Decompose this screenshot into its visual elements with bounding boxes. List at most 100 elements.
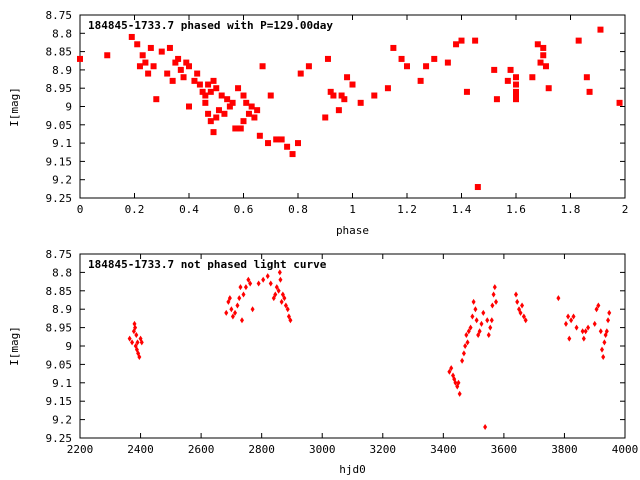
unphased-x-tick-label: 3800 <box>551 443 578 456</box>
unphased-data-point <box>481 309 486 316</box>
phased-data-point <box>158 48 165 55</box>
phased-data-point <box>341 96 348 103</box>
unphased-data-point <box>447 368 452 375</box>
phased-data-point <box>175 55 182 62</box>
phased-data-point <box>186 63 192 70</box>
phased-data-point <box>202 92 209 99</box>
phased-data-point <box>513 96 519 103</box>
phased-data-point <box>278 136 285 143</box>
unphased-data-point <box>556 295 561 302</box>
unphased-x-tick-label: 2800 <box>248 443 275 456</box>
phased-x-tick-label: 2 <box>622 203 629 216</box>
unphased-data-point <box>256 280 261 287</box>
unphased-data-point <box>127 335 132 342</box>
phased-data-point <box>240 92 247 99</box>
phased-data-point <box>542 63 549 70</box>
unphased-data-point <box>273 291 278 298</box>
phased-data-point <box>540 44 547 51</box>
phased-y-tick-label: 9.2 <box>52 174 72 187</box>
unphased-data-point <box>229 306 234 313</box>
phased-data-point <box>251 114 258 121</box>
unphased-data-point <box>466 328 471 335</box>
phased-data-point <box>453 41 460 48</box>
unphased-data-point <box>566 313 571 320</box>
phased-data-point <box>207 88 214 95</box>
phased-data-point <box>215 107 222 114</box>
phased-data-point <box>404 63 410 70</box>
phased-data-point <box>586 88 593 95</box>
phased-data-point <box>431 55 438 62</box>
unphased-data-point <box>265 273 270 280</box>
phased-data-point <box>357 99 364 106</box>
unphased-x-tick-label: 2200 <box>67 443 94 456</box>
phased-data-point <box>349 81 356 88</box>
unphased-data-point <box>604 328 609 335</box>
phased-x-tick-label: 1.8 <box>561 203 581 216</box>
unphased-data-point <box>599 346 604 353</box>
unphased-y-tick-label: 9.25 <box>46 432 73 445</box>
unphased-data-point <box>520 302 525 309</box>
unphased-data-point <box>133 324 138 331</box>
phased-x-axis-label: phase <box>336 224 369 237</box>
unphased-data-point <box>569 317 574 324</box>
phased-y-tick-label: 8.8 <box>52 27 72 40</box>
unphased-data-point <box>471 298 476 305</box>
unphased-data-point <box>574 324 579 331</box>
phased-data-point <box>147 44 154 51</box>
unphased-data-point <box>449 365 454 372</box>
unphased-data-point <box>468 324 473 331</box>
unphased-y-tick-label: 9 <box>65 340 72 353</box>
unphased-data-point <box>601 354 606 361</box>
phased-data-point <box>344 74 351 81</box>
phased-data-point <box>322 114 329 121</box>
unphased-data-point <box>248 280 253 287</box>
phased-data-point <box>205 110 212 117</box>
phased-x-tick-label: 1 <box>349 203 356 216</box>
unphased-data-point <box>479 320 484 327</box>
phased-x-tick-label: 1.6 <box>506 203 526 216</box>
phased-data-point <box>232 125 239 132</box>
phased-y-tick-label: 8.75 <box>46 9 73 22</box>
unphased-y-tick-label: 8.75 <box>46 248 73 261</box>
phased-data-point <box>153 96 160 103</box>
phased-data-point <box>145 70 152 77</box>
unphased-data-point <box>243 284 248 291</box>
unphased-y-tick-label: 9.15 <box>46 395 73 408</box>
phased-data-point <box>463 88 470 95</box>
phased-data-point <box>183 59 190 66</box>
phased-data-point <box>474 184 481 191</box>
phased-data-point <box>194 70 201 77</box>
unphased-plot-frame <box>79 253 626 439</box>
phased-data-point <box>583 74 590 81</box>
phased-data-point <box>305 63 312 70</box>
phased-data-point <box>265 140 272 147</box>
unphased-data-point <box>602 339 607 346</box>
unphased-data-point <box>274 284 279 291</box>
phased-chart-title: 184845-1733.7 phased with P=129.00day <box>88 19 333 32</box>
unphased-data-point <box>130 339 135 346</box>
unphased-data-point <box>571 313 576 320</box>
unphased-y-tick-label: 9.2 <box>52 414 72 427</box>
phased-x-tick-label: 0.4 <box>179 203 199 216</box>
unphased-data-point <box>470 313 475 320</box>
phased-data-point <box>504 77 511 84</box>
phased-x-tick-label: 0 <box>77 203 84 216</box>
unphased-y-tick-label: 8.8 <box>52 266 72 279</box>
unphased-data-point <box>494 298 499 305</box>
unphased-x-tick-label: 3000 <box>309 443 336 456</box>
phased-data-point <box>191 77 198 84</box>
phased-data-point <box>128 33 135 40</box>
phased-data-point <box>575 37 582 44</box>
unphased-data-point <box>237 295 242 302</box>
unphased-data-point <box>224 309 229 316</box>
unphased-data-point <box>239 317 244 324</box>
phased-x-tick-label: 1.4 <box>452 203 472 216</box>
unphased-data-point <box>230 313 235 320</box>
unphased-data-point <box>461 350 466 357</box>
phased-data-point <box>226 103 233 110</box>
phased-data-point <box>229 99 236 106</box>
unphased-y-tick-label: 9.05 <box>46 358 73 371</box>
unphased-data-point <box>490 302 495 309</box>
unphased-x-tick-label: 3400 <box>430 443 457 456</box>
unphased-data-point <box>453 379 458 386</box>
